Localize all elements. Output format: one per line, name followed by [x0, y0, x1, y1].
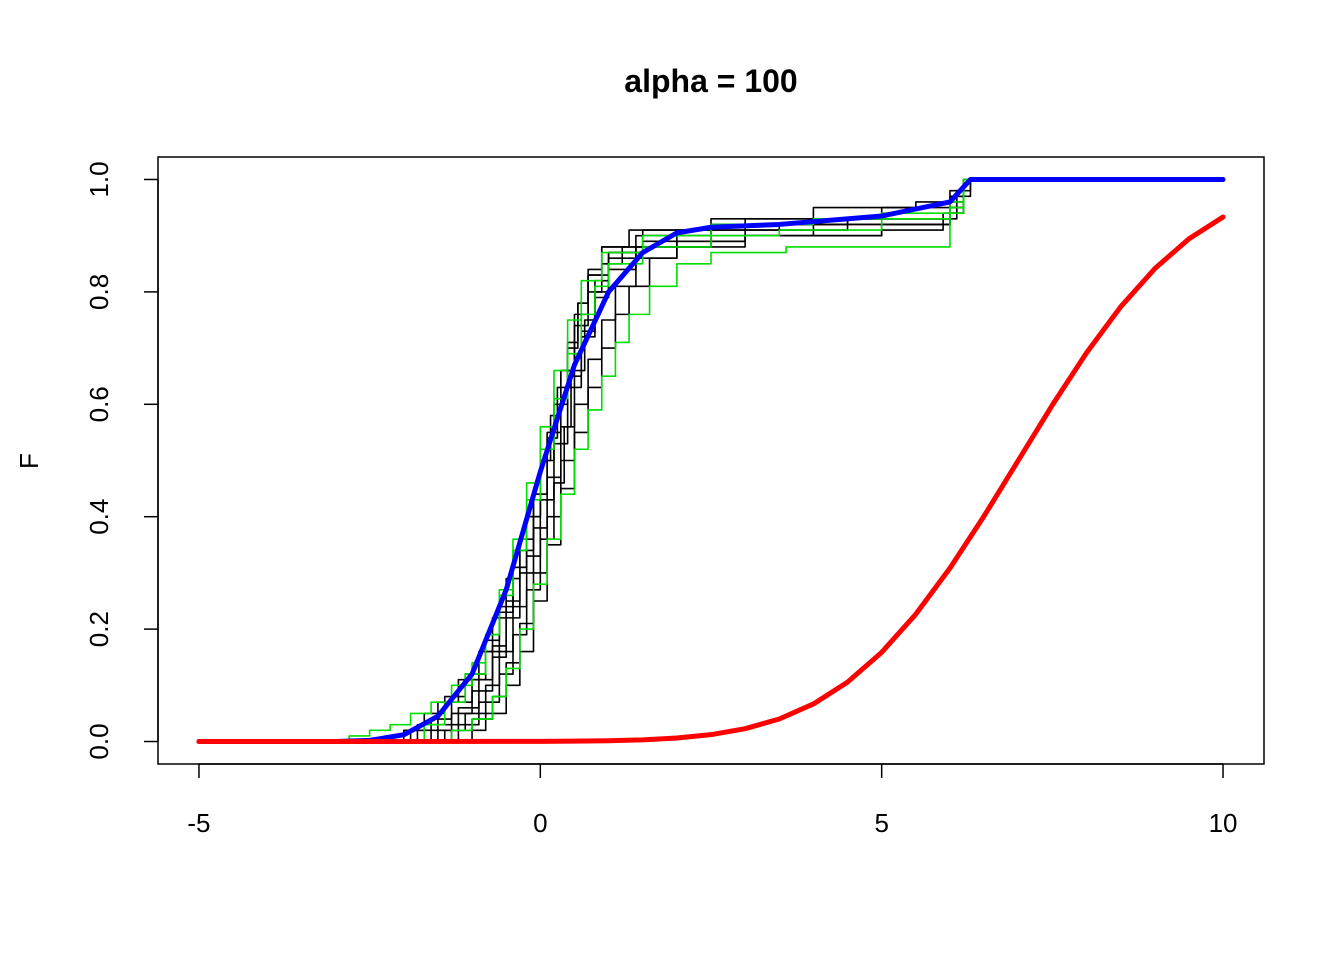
plot-frame: [157, 156, 1265, 765]
posterior-sample-line-9: [198, 178, 1224, 743]
series-layer: [196, 176, 1226, 745]
chart-title: alpha = 100: [624, 63, 797, 99]
y-tick-label: 0.4: [84, 499, 114, 535]
x-tick-label: 0: [533, 808, 547, 838]
y-tick-label: 0.6: [84, 386, 114, 422]
y-axis: 0.0 0.2 0.4 0.6 0.8 1.0: [84, 161, 159, 760]
y-tick-label: 0.8: [84, 274, 114, 310]
y-tick-label: 0.2: [84, 611, 114, 647]
x-tick-label: 5: [874, 808, 888, 838]
posterior-sample-line-10: [198, 178, 1224, 743]
y-tick-label: 0.0: [84, 723, 114, 759]
x-tick-label: 10: [1209, 808, 1238, 838]
y-tick-label: 1.0: [84, 161, 114, 197]
base-measure-line-13: [196, 214, 1226, 745]
x-tick-label: -5: [187, 808, 210, 838]
y-axis-label: F: [14, 453, 44, 469]
posterior-mean-line-12: [196, 176, 1226, 745]
x-axis: -5 0 5 10: [187, 763, 1238, 838]
